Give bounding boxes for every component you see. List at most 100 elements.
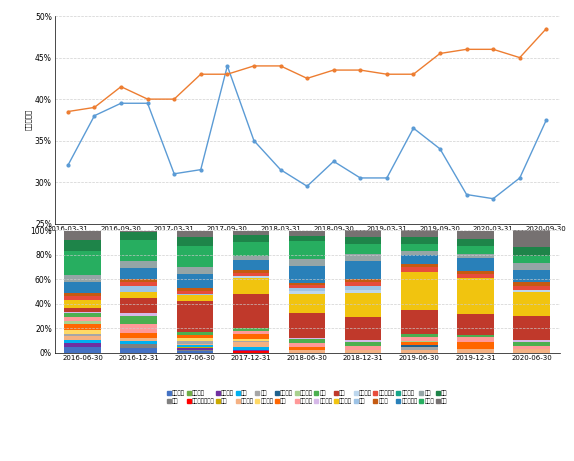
Bar: [232, 341, 269, 343]
Bar: [345, 261, 382, 279]
Bar: [401, 244, 437, 251]
Bar: [401, 310, 437, 334]
Bar: [64, 317, 101, 321]
Bar: [64, 300, 101, 308]
Bar: [457, 271, 494, 273]
Bar: [121, 292, 157, 298]
Bar: [121, 298, 157, 313]
Bar: [289, 350, 325, 353]
Bar: [345, 350, 382, 353]
Bar: [289, 291, 325, 294]
Bar: [289, 343, 325, 347]
Bar: [289, 266, 325, 283]
Bar: [289, 339, 325, 343]
Bar: [121, 230, 157, 232]
Bar: [289, 260, 325, 266]
Bar: [513, 292, 550, 316]
Bar: [513, 270, 550, 282]
Bar: [457, 273, 494, 278]
Legend: 工银瑞信文体产业A, 同类平均: 工银瑞信文体产业A, 同类平均: [259, 250, 355, 266]
Bar: [345, 237, 382, 244]
Bar: [232, 242, 269, 255]
Bar: [289, 242, 325, 260]
Bar: [401, 347, 437, 350]
Bar: [232, 260, 269, 270]
Bar: [289, 313, 325, 337]
Bar: [345, 290, 382, 293]
Bar: [177, 343, 213, 345]
Bar: [64, 308, 101, 312]
Bar: [121, 268, 157, 279]
Bar: [177, 294, 213, 296]
Bar: [177, 331, 213, 335]
Bar: [289, 294, 325, 313]
Bar: [457, 335, 494, 337]
Bar: [345, 286, 382, 290]
Bar: [513, 263, 550, 270]
Bar: [64, 347, 101, 353]
Bar: [232, 347, 269, 350]
Bar: [232, 333, 269, 339]
Bar: [401, 350, 437, 353]
Bar: [232, 339, 269, 341]
Bar: [64, 282, 101, 293]
Bar: [401, 267, 437, 272]
Bar: [345, 230, 382, 237]
Bar: [401, 342, 437, 345]
Bar: [345, 244, 382, 254]
Bar: [64, 230, 101, 240]
Bar: [177, 230, 213, 236]
Bar: [513, 316, 550, 340]
Bar: [513, 349, 550, 353]
Bar: [401, 264, 437, 267]
Bar: [513, 282, 550, 286]
Bar: [457, 254, 494, 258]
Bar: [177, 296, 213, 301]
Bar: [121, 260, 157, 268]
Bar: [289, 337, 325, 339]
Bar: [345, 317, 382, 340]
Bar: [64, 240, 101, 251]
Bar: [232, 273, 269, 276]
Bar: [177, 236, 213, 246]
Bar: [177, 267, 213, 274]
Bar: [457, 342, 494, 349]
Bar: [64, 251, 101, 275]
Bar: [457, 314, 494, 335]
Bar: [289, 347, 325, 350]
Bar: [177, 349, 213, 351]
Bar: [401, 341, 437, 342]
Bar: [232, 331, 269, 333]
Bar: [289, 288, 325, 291]
Bar: [457, 258, 494, 271]
Bar: [64, 343, 101, 347]
Bar: [457, 230, 494, 239]
Bar: [457, 337, 494, 342]
Bar: [345, 340, 382, 342]
Bar: [345, 342, 382, 346]
Bar: [64, 330, 101, 334]
Bar: [177, 301, 213, 331]
Bar: [457, 246, 494, 254]
Bar: [177, 337, 213, 341]
Bar: [232, 350, 269, 351]
Bar: [457, 349, 494, 353]
Bar: [121, 341, 157, 343]
Bar: [64, 275, 101, 282]
Bar: [64, 324, 101, 330]
Bar: [232, 230, 269, 235]
Bar: [64, 337, 101, 340]
Bar: [513, 346, 550, 349]
Bar: [232, 270, 269, 273]
Bar: [513, 286, 550, 290]
Bar: [121, 348, 157, 353]
Bar: [513, 290, 550, 292]
Bar: [64, 313, 101, 317]
Bar: [177, 341, 213, 343]
Bar: [232, 235, 269, 242]
Bar: [121, 232, 157, 240]
Bar: [289, 230, 325, 236]
Bar: [232, 343, 269, 347]
Bar: [177, 274, 213, 288]
Bar: [121, 286, 157, 292]
